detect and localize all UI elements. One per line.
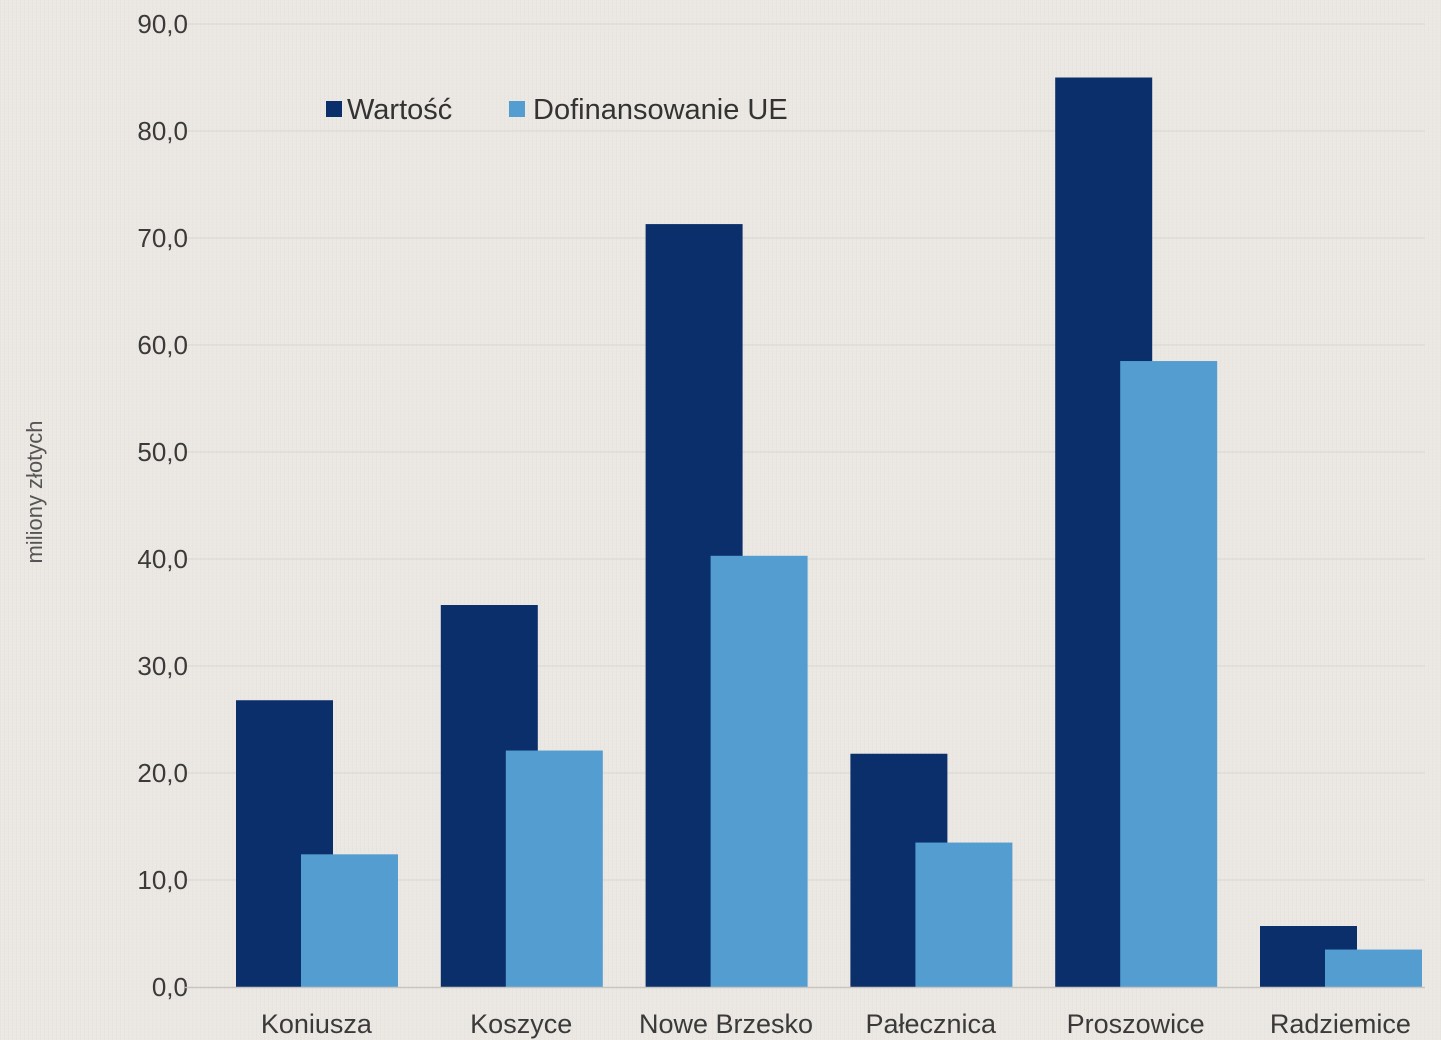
x-category-label: Pałecznica bbox=[866, 1009, 998, 1039]
x-category-label: Radziemice bbox=[1270, 1009, 1411, 1039]
y-tick-label: 80,0 bbox=[137, 116, 188, 146]
legend-label-dofinansowanie: Dofinansowanie UE bbox=[533, 94, 788, 126]
legend: Wartość Dofinansowanie UE bbox=[326, 94, 788, 126]
bar-dofinansowanie bbox=[710, 555, 808, 987]
x-category-label: Proszowice bbox=[1067, 1009, 1205, 1039]
bar-dofinansowanie bbox=[1325, 949, 1422, 987]
legend-label-wartosc: Wartość bbox=[347, 94, 452, 126]
y-tick-label: 20,0 bbox=[137, 758, 188, 788]
bars bbox=[236, 77, 1422, 988]
y-tick-label: 70,0 bbox=[137, 223, 188, 253]
y-tick-label: 40,0 bbox=[137, 544, 188, 574]
bar-dofinansowanie bbox=[505, 750, 603, 987]
x-category-label: Koniusza bbox=[261, 1009, 373, 1039]
x-axis-categories: Koniusza Koszyce Nowe Brzesko Pałecznica Pro… bbox=[261, 1009, 1411, 1039]
bar-dofinansowanie bbox=[1120, 361, 1218, 987]
y-tick-label: 10,0 bbox=[137, 865, 188, 895]
x-category-label: Nowe Brzesko bbox=[639, 1009, 813, 1039]
y-tick-label: 30,0 bbox=[137, 651, 188, 681]
y-tick-label: 90,0 bbox=[137, 9, 188, 39]
gridlines bbox=[185, 23, 1425, 881]
legend-swatch-dofinansowanie bbox=[509, 101, 525, 117]
y-tick-label: 50,0 bbox=[137, 437, 188, 467]
bar-dofinansowanie bbox=[301, 854, 398, 987]
y-tick-label: 0,0 bbox=[152, 972, 188, 1002]
y-tick-label: 60,0 bbox=[137, 330, 188, 360]
x-category-label: Koszyce bbox=[470, 1009, 572, 1039]
bar-dofinansowanie bbox=[915, 842, 1013, 987]
y-axis-ticks: 0,0 10,0 20,0 30,0 40,0 50,0 60,0 70,0 80,0 90,0 bbox=[137, 9, 188, 1002]
y-axis-label: miliony złotych bbox=[22, 420, 47, 563]
legend-swatch-wartosc bbox=[326, 101, 342, 117]
